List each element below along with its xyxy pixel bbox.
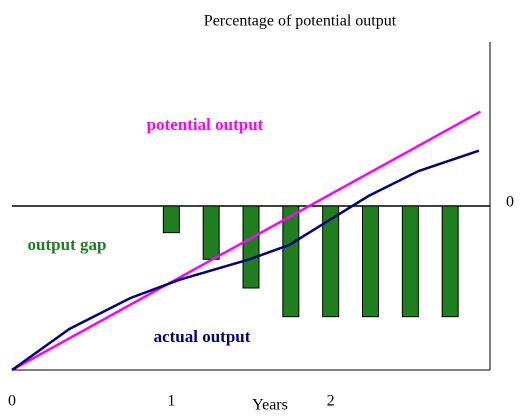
- x-tick-label: 0: [8, 393, 16, 410]
- bar: [242, 205, 260, 289]
- x-axis-label: Years: [252, 397, 288, 414]
- bar: [282, 205, 300, 318]
- x-tick-label: 2: [327, 393, 335, 410]
- y-axis-label: Percentage of potential output: [204, 13, 397, 30]
- bar: [401, 205, 419, 318]
- bar: [322, 205, 340, 318]
- series-label: potential output: [147, 115, 264, 134]
- series-label: output gap: [28, 235, 107, 254]
- bar: [362, 205, 379, 318]
- line: [11, 149, 480, 372]
- bar: [441, 205, 459, 318]
- y-tick-label: 0: [506, 194, 514, 211]
- x-tick-label: 1: [167, 393, 175, 410]
- bar: [202, 205, 220, 260]
- series-label: actual output: [154, 327, 251, 346]
- line: [11, 110, 482, 372]
- bar: [162, 205, 180, 234]
